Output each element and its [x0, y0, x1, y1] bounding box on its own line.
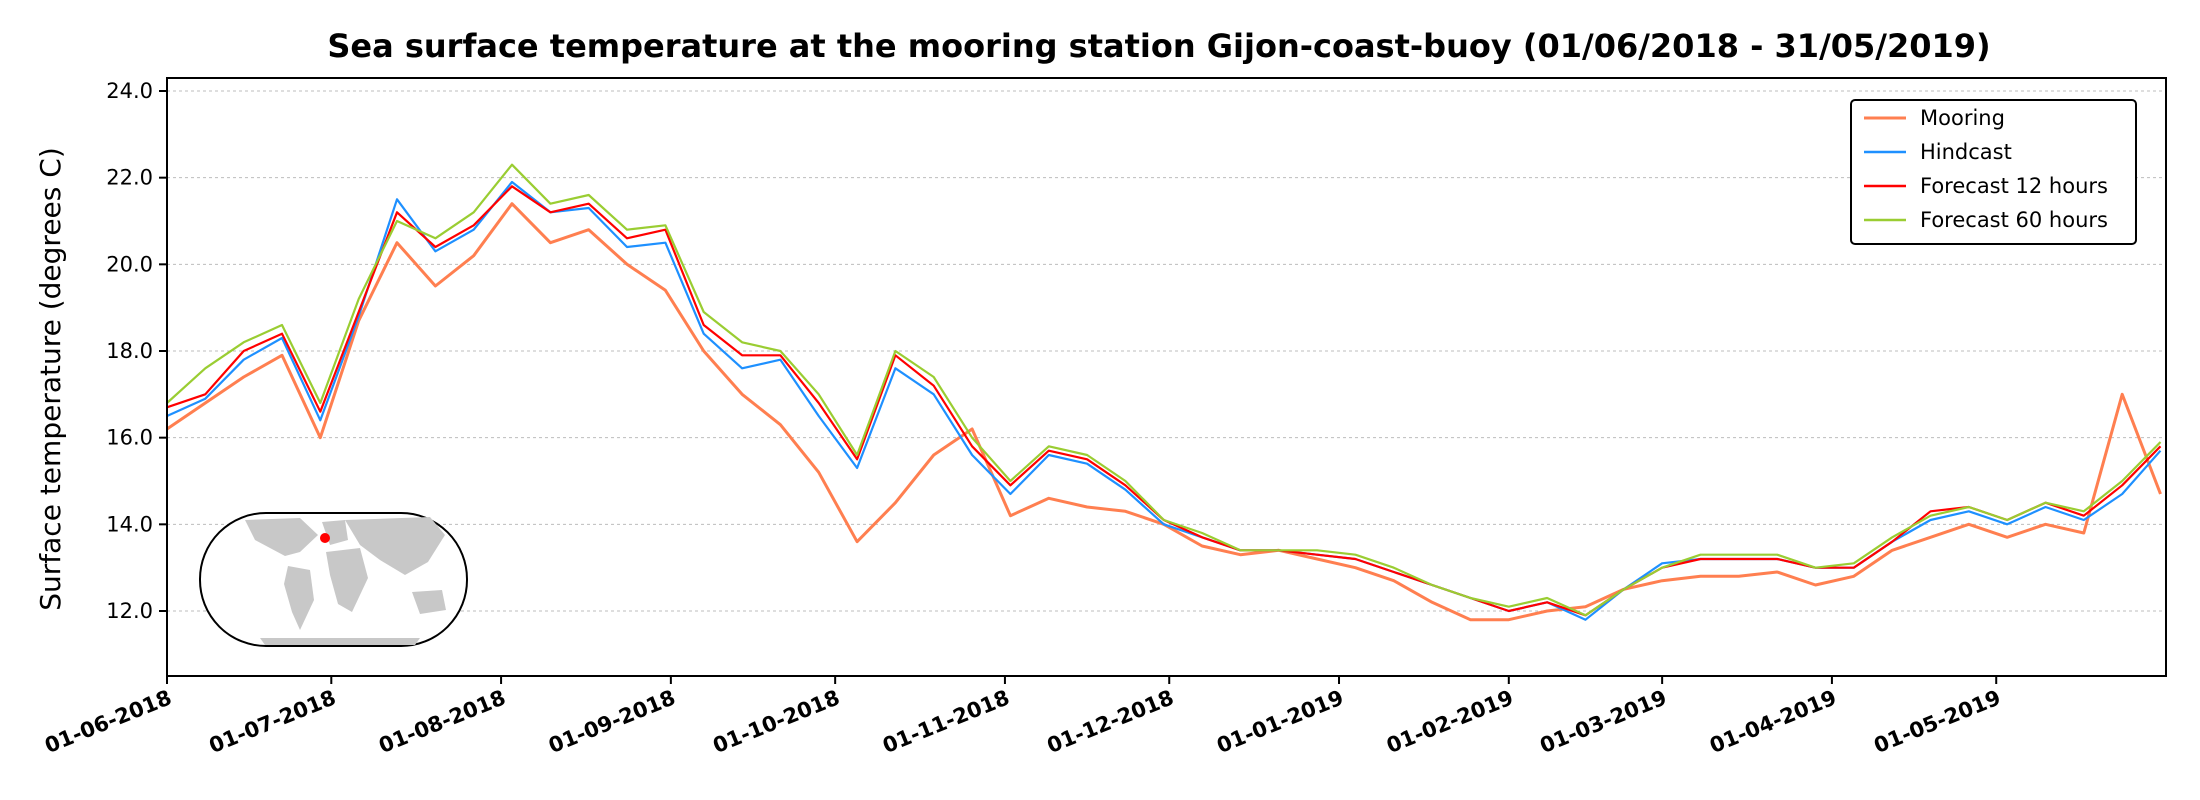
legend-label: Hindcast [1920, 140, 2012, 164]
legend-label: Forecast 60 hours [1920, 208, 2108, 232]
continents [245, 517, 446, 645]
station-location-marker [320, 533, 330, 543]
y-tick-label: 22.0 [106, 166, 153, 190]
africa-shape [326, 548, 368, 612]
series-line-forecast-12-hours [166, 185, 2162, 617]
legend-label: Mooring [1920, 106, 2005, 130]
series-line-forecast-60-hours [166, 163, 2162, 617]
asia-shape [345, 517, 445, 575]
y-tick-label: 24.0 [106, 79, 153, 103]
plot-frame [166, 77, 2167, 677]
x-tick-label: 01-11-2018 [879, 685, 1013, 758]
x-tick-label: 01-01-2019 [1213, 685, 1347, 758]
series-line-hindcast [166, 180, 2162, 621]
y-ticks: 12.0 14.0 16.0 18.0 20.0 22.0 24.0 [106, 79, 167, 623]
world-map-inset [199, 512, 468, 647]
x-tick-label: 01-09-2018 [545, 685, 679, 758]
y-tick-label: 14.0 [106, 512, 153, 536]
x-tick-label: 01-04-2019 [1706, 685, 1840, 758]
x-tick-label: 01-05-2019 [1871, 685, 2005, 758]
y-tick-label: 18.0 [106, 339, 153, 363]
chart-title: Sea surface temperature at the mooring s… [327, 27, 1990, 65]
x-tick-label: 01-07-2018 [206, 685, 340, 758]
south-america-shape [284, 566, 314, 630]
legend: Mooring Hindcast Forecast 12 hours Forecast… [1850, 99, 2137, 245]
x-tick-label: 01-10-2018 [709, 685, 843, 758]
antarctica-shape [260, 638, 420, 645]
x-tick-label: 01-06-2018 [41, 685, 175, 758]
y-axis-label: Surface temperature (degrees C) [34, 147, 67, 610]
x-tick-label: 01-08-2018 [375, 685, 509, 758]
y-tick-label: 12.0 [106, 599, 153, 623]
legend-box [1850, 99, 2137, 245]
x-tick-label: 01-12-2018 [1044, 685, 1178, 758]
australia-shape [412, 590, 446, 614]
x-ticks: 01-06-2018 01-07-2018 01-08-2018 01-09-2018… [41, 676, 2004, 758]
y-tick-label: 16.0 [106, 426, 153, 450]
x-tick-label: 01-03-2019 [1536, 685, 1670, 758]
x-tick-label: 01-02-2019 [1383, 685, 1517, 758]
legend-label: Forecast 12 hours [1920, 174, 2108, 198]
series-layer [166, 163, 2162, 622]
north-america-shape [245, 518, 318, 556]
legend-items: Mooring Hindcast Forecast 12 hours Forecast… [1864, 106, 2108, 232]
y-tick-label: 20.0 [106, 252, 153, 276]
